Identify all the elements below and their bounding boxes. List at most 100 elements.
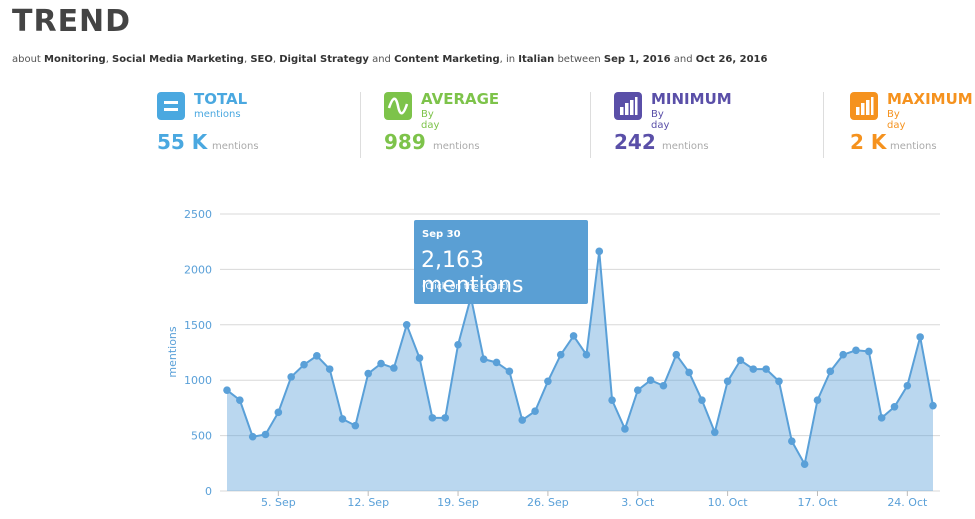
data-point	[685, 368, 693, 377]
data-point	[518, 416, 527, 424]
data-point	[313, 352, 321, 360]
data-point	[556, 350, 565, 359]
stat-sublabel: By day	[887, 109, 906, 131]
query-term: Digital Strategy	[279, 54, 369, 65]
data-point	[441, 414, 450, 422]
data-point	[826, 367, 835, 376]
data-point	[659, 381, 668, 390]
y-tick-label: 1500	[184, 319, 212, 332]
divider	[360, 92, 361, 158]
query-text: about	[12, 54, 45, 65]
stat-unit: mentions	[212, 141, 259, 152]
data-point	[287, 373, 295, 381]
data-point	[775, 377, 783, 386]
data-point	[800, 460, 809, 468]
y-tick-label: 2500	[184, 208, 212, 221]
data-point	[852, 346, 860, 355]
data-point	[749, 365, 758, 373]
data-point	[788, 437, 796, 445]
data-point	[608, 396, 616, 404]
data-point	[531, 407, 539, 416]
data-point	[274, 408, 283, 417]
x-tick-label: 3. Oct	[621, 496, 655, 509]
data-point	[223, 386, 231, 394]
stat-sublabel: mentions	[194, 109, 241, 120]
data-point	[402, 321, 411, 329]
equals-icon	[157, 92, 185, 120]
data-point	[929, 401, 937, 410]
query-text: and	[368, 54, 395, 65]
data-point	[544, 377, 552, 386]
data-point	[300, 360, 308, 369]
page-title: TREND	[12, 4, 132, 39]
data-point	[710, 428, 719, 437]
x-tick-label: 12. Sep	[347, 496, 389, 509]
query-text: , in	[499, 54, 519, 65]
wave-icon	[384, 92, 412, 120]
series-area	[227, 251, 933, 491]
stat-sublabel: By day	[651, 109, 670, 131]
divider	[823, 92, 824, 158]
stat-unit: mentions	[433, 141, 480, 152]
data-point	[723, 377, 732, 386]
data-point	[903, 381, 912, 390]
tooltip-hint: (Click on the chart)	[422, 282, 509, 292]
data-point	[479, 355, 488, 363]
query-text: and	[670, 54, 696, 65]
data-point	[865, 347, 873, 356]
stat-value: 55 K	[157, 130, 208, 154]
x-tick-label: 19. Sep	[437, 496, 479, 509]
query-description: about Monitoring, Social Media Marketing…	[12, 54, 767, 65]
bar-chart-icon	[614, 92, 642, 120]
query-text: between	[554, 54, 604, 65]
data-point	[390, 364, 398, 372]
data-point	[595, 247, 604, 256]
y-tick-label: 500	[191, 430, 212, 443]
stat-label: TOTAL	[194, 90, 248, 108]
x-tick-label: 24. Oct	[887, 496, 928, 509]
chart-tooltip: Sep 30 2,163 mentions (Click on the char…	[414, 220, 588, 304]
data-point	[261, 430, 270, 439]
data-point	[569, 332, 578, 340]
data-point	[325, 365, 334, 373]
x-tick-label: 10. Oct	[708, 496, 749, 509]
query-term: Monitoring	[44, 54, 106, 65]
data-point	[839, 350, 847, 359]
query-term: Social Media Marketing	[112, 54, 244, 65]
x-tick-label: 17. Oct	[797, 496, 838, 509]
data-point	[505, 367, 514, 376]
data-point	[582, 350, 591, 359]
y-tick-label: 0	[205, 485, 212, 498]
query-term: Content Marketing	[394, 54, 500, 65]
stat-value: 242	[614, 130, 656, 154]
query-text: ,	[272, 54, 280, 65]
stat-label: MAXIMUM	[887, 90, 973, 108]
data-point	[415, 354, 424, 362]
tooltip-date: Sep 30	[422, 229, 461, 240]
data-point	[916, 333, 924, 341]
data-point	[672, 350, 681, 359]
data-point	[621, 425, 629, 433]
query-term: Oct 26, 2016	[695, 54, 768, 65]
stat-label: AVERAGE	[421, 90, 500, 108]
divider	[590, 92, 591, 158]
data-point	[338, 415, 347, 423]
query-term: Italian	[518, 54, 555, 65]
data-point	[813, 396, 822, 404]
query-text: ,	[105, 54, 113, 65]
data-point	[377, 359, 385, 368]
data-point	[454, 340, 462, 349]
x-tick-label: 26. Sep	[527, 496, 569, 509]
stat-unit: mentions	[890, 141, 937, 152]
query-term: Sep 1, 2016	[603, 54, 671, 65]
data-point	[698, 396, 706, 404]
stat-value: 2 K	[850, 130, 887, 154]
stat-value: 989	[384, 130, 426, 154]
y-axis-label: mentions	[166, 326, 179, 378]
data-point	[890, 402, 899, 411]
y-tick-label: 2000	[184, 263, 212, 276]
data-point	[762, 365, 770, 373]
stat-label: MINIMUM	[651, 90, 732, 108]
bar-chart-icon	[850, 92, 878, 120]
